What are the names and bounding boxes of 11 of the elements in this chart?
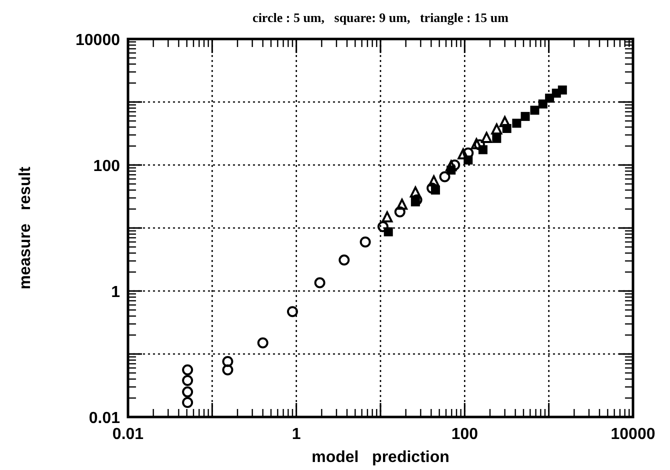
x-tick-label: 0.01 bbox=[112, 426, 144, 443]
y-tick-label: 10000 bbox=[76, 32, 120, 49]
x-tick-label: 1 bbox=[292, 426, 301, 443]
x-tick-label: 100 bbox=[451, 426, 478, 443]
y-axis-title: measure result bbox=[17, 166, 34, 290]
y-tick-label: 100 bbox=[93, 158, 120, 175]
x-axis-title: model prediction bbox=[312, 449, 450, 466]
x-tick-label: 10000 bbox=[610, 426, 656, 443]
chart-title: circle : 5 um, square: 9 um, triangle : 15 um bbox=[252, 10, 509, 25]
y-tick-label: 0.01 bbox=[88, 410, 120, 427]
y-tick-label: 1 bbox=[111, 284, 120, 301]
